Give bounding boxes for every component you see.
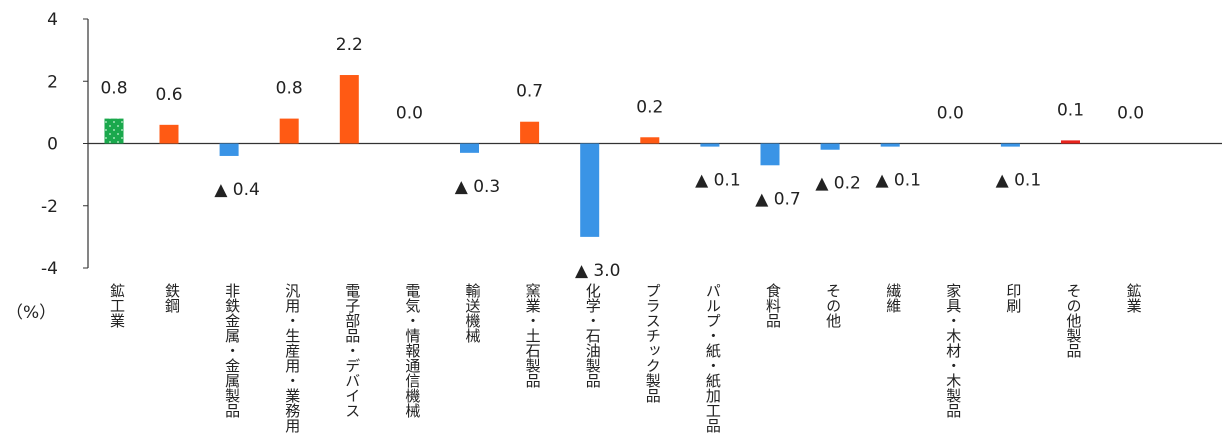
x-category-label: 繊維 [884, 283, 903, 313]
bar [1000, 143, 1020, 147]
x-category-label: 輸送機械 [463, 283, 482, 343]
x-category-label: 窯業・土石製品 [523, 283, 542, 388]
bar [104, 118, 124, 144]
bar [219, 143, 239, 156]
bar [640, 137, 660, 144]
bar [460, 143, 479, 153]
x-category-label: その他 [824, 283, 843, 328]
data-label: ▲ 0.1 [875, 171, 921, 191]
data-label: 0.1 [1057, 100, 1084, 120]
data-label: ▲ 0.1 [996, 171, 1042, 191]
bar [880, 143, 900, 147]
y-tick-label: -4 [41, 259, 58, 279]
bar [520, 121, 540, 144]
data-label: 2.2 [336, 35, 363, 55]
data-label: 0.7 [516, 82, 543, 102]
x-category-label: 鉱業 [1124, 283, 1143, 313]
x-category-label: 電子部品・デバイス [343, 283, 362, 418]
y-tick-label: 2 [47, 72, 58, 92]
data-label: ▲ 0.1 [695, 171, 741, 191]
data-label: ▲ 0.3 [455, 177, 501, 197]
x-category-label: 鉱工業 [108, 283, 126, 328]
data-label: 0.0 [1117, 104, 1144, 124]
data-label: 0.6 [155, 85, 182, 105]
x-category-label: 電気・情報通信機械 [403, 283, 422, 418]
data-label: 0.2 [636, 97, 663, 117]
x-category-label: パルプ・紙・紙加工品 [703, 283, 722, 433]
bar [1061, 140, 1080, 144]
y-tick-label: 4 [47, 10, 58, 30]
x-category-label: 汎用・生産用・業務用 [283, 283, 302, 433]
y-unit-label: （%） [6, 303, 57, 323]
data-label: ▲ 0.4 [214, 180, 260, 200]
data-label: 0.8 [276, 79, 303, 99]
data-label: 0.0 [396, 104, 423, 124]
x-category-label: その他製品 [1064, 283, 1083, 358]
x-category-label: 食料品 [764, 283, 782, 328]
x-category-label: 化学・石油製品 [583, 283, 602, 388]
bar [580, 143, 600, 237]
bar [339, 75, 359, 144]
bar [820, 143, 840, 150]
data-label: ▲ 3.0 [575, 261, 621, 281]
y-tick-label: -2 [41, 197, 58, 217]
bar [159, 124, 179, 144]
x-category-label: プラスチック製品 [643, 283, 662, 403]
bar [700, 143, 720, 147]
data-label: ▲ 0.7 [755, 189, 801, 209]
bar [760, 143, 780, 166]
x-category-label: 鉄鋼 [163, 283, 181, 313]
bar [279, 118, 299, 144]
x-category-label: 非鉄金属・金属製品 [223, 283, 242, 418]
data-label: 0.0 [937, 104, 964, 124]
x-category-label: 家具・木材・木製品 [944, 283, 963, 418]
data-label: 0.8 [100, 79, 127, 99]
y-tick-label: 0 [47, 135, 58, 155]
x-category-label: 印刷 [1004, 283, 1023, 313]
data-label: ▲ 0.2 [815, 174, 861, 194]
